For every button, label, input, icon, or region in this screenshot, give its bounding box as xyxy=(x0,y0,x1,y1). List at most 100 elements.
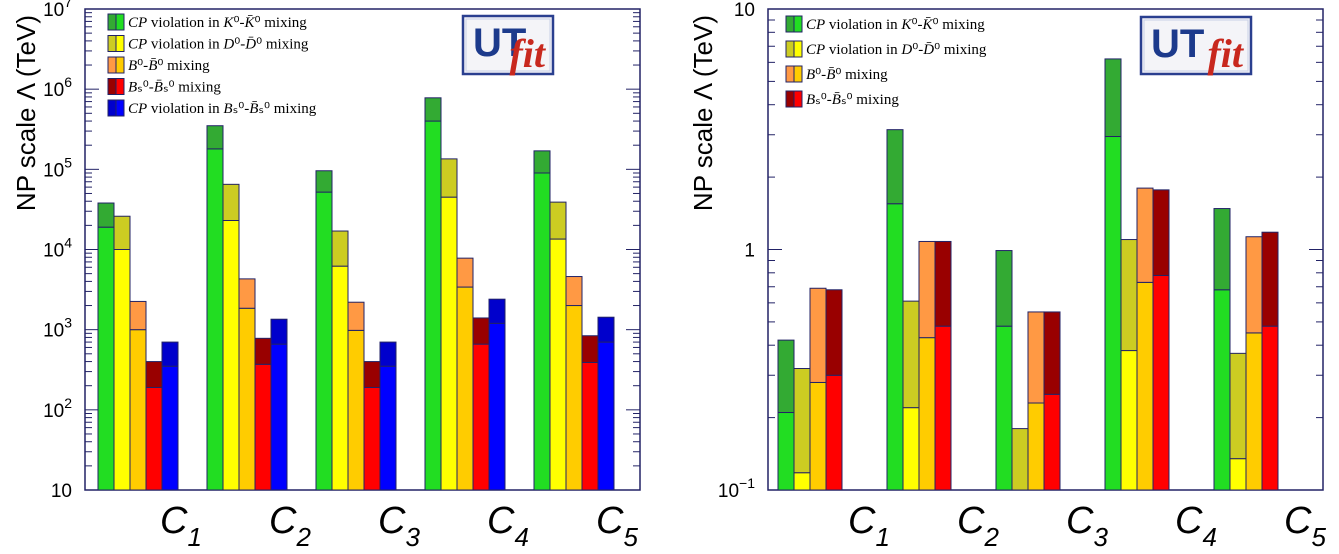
category-label: C3 xyxy=(378,500,420,552)
legend-label: CP violation in Bₛ⁰-B̄ₛ⁰ mixing xyxy=(128,101,317,117)
logo-inner-frame xyxy=(1143,19,1249,72)
category-label: C3 xyxy=(1066,500,1108,552)
bar-orange-high xyxy=(1245,236,1263,334)
bar-red-low xyxy=(254,363,272,491)
bar-red-high xyxy=(363,361,381,388)
legend-swatch-dark xyxy=(785,15,795,33)
legend-swatch-dark xyxy=(785,90,795,108)
bar-blue-high xyxy=(161,341,179,367)
y-tick-label: 10−1 xyxy=(718,475,755,502)
bar-yellow-high xyxy=(1120,239,1138,352)
bar-red-high xyxy=(825,289,843,376)
y-tick-label: 106 xyxy=(43,74,72,101)
y-tick-label: 10 xyxy=(51,481,72,502)
bar-green-high xyxy=(97,202,115,228)
bar-red-high xyxy=(581,335,599,363)
bar-green-high xyxy=(995,250,1013,327)
legend-entry: Bₛ⁰-B̄ₛ⁰ mixing xyxy=(785,90,899,108)
bar-red-high xyxy=(1261,231,1279,327)
bar-yellow-low xyxy=(1229,458,1247,491)
bar-red-low xyxy=(363,386,381,491)
legend-swatch-light xyxy=(115,13,125,31)
category-label: C4 xyxy=(487,500,529,552)
logo-text-fit: fit xyxy=(509,31,546,76)
legend-label: B⁰-B̄⁰ mixing xyxy=(806,67,888,83)
bar-orange-low xyxy=(1136,281,1154,491)
y-tick-label: 105 xyxy=(43,154,72,181)
bar-orange-low xyxy=(1245,332,1263,491)
logo-text-ut: UT xyxy=(473,21,526,65)
bar-orange-high xyxy=(129,300,147,331)
bar-red-low xyxy=(1261,325,1279,491)
bar-yellow-high xyxy=(549,201,567,240)
bar-red-high xyxy=(254,337,272,365)
logo-text-ut: UT xyxy=(1151,22,1204,66)
bar-yellow-high xyxy=(331,230,349,267)
y-tick-label: 10 xyxy=(734,0,755,21)
bar-red-low xyxy=(934,325,952,491)
bar-yellow-low xyxy=(222,220,240,491)
legend-label: CP violation in K⁰-K̄⁰ mixing xyxy=(128,15,307,31)
bar-yellow-low xyxy=(902,407,920,491)
bar-green-high xyxy=(886,129,904,205)
legend-entry: CP violation in K⁰-K̄⁰ mixing xyxy=(107,13,307,31)
bar-red-low xyxy=(145,386,163,491)
bar-green-low xyxy=(777,412,795,491)
bar-yellow-low xyxy=(113,249,131,491)
bar-red-low xyxy=(825,374,843,491)
bar-orange-low xyxy=(809,381,827,491)
bar-yellow-high xyxy=(793,368,811,474)
bar-green-high xyxy=(533,150,551,174)
bar-orange-high xyxy=(565,276,583,307)
bar-red-high xyxy=(145,361,163,388)
legend-swatch-light xyxy=(793,65,803,83)
legend-swatch-light xyxy=(115,56,125,74)
legend-swatch-dark xyxy=(107,56,117,74)
bar-red-high xyxy=(1043,311,1061,395)
bar-yellow-low xyxy=(793,472,811,491)
legend-label: B⁰-B̄⁰ mixing xyxy=(128,58,210,74)
bar-blue-low xyxy=(161,365,179,491)
bar-green-low xyxy=(995,325,1013,491)
category-label: C2 xyxy=(269,500,311,552)
bar-orange-high xyxy=(918,240,936,339)
bar-orange-low xyxy=(347,329,365,491)
legend-swatch-dark xyxy=(107,99,117,117)
chart-panel-2: 10−1 1 10 NP scale Λ (TeV) C1 C2 C3 C4 C5 CP viol… xyxy=(688,0,1326,552)
y-tick-label: 1 xyxy=(744,241,755,262)
logo-frame xyxy=(1139,15,1253,76)
bar-blue-high xyxy=(488,298,506,324)
bar-blue-low xyxy=(270,343,288,491)
bar-green-low xyxy=(886,203,904,491)
bar-orange-high xyxy=(1136,187,1154,283)
bar-green-low xyxy=(1213,289,1231,491)
bar-yellow-high xyxy=(113,215,131,250)
legend-entry: CP violation in D⁰-D̄⁰ mixing xyxy=(785,40,987,58)
legend-swatch-dark xyxy=(107,35,117,52)
category-label: C5 xyxy=(596,500,638,552)
legend-swatch-light xyxy=(793,15,803,33)
bar-orange-low xyxy=(1027,402,1045,491)
y-tick-label: 103 xyxy=(43,315,72,342)
category-label: C4 xyxy=(1175,500,1217,552)
y-tick-label: 107 xyxy=(43,0,72,21)
bar-orange-low xyxy=(565,305,583,491)
legend-entry: B⁰-B̄⁰ mixing xyxy=(107,56,210,74)
legend-entry: B⁰-B̄⁰ mixing xyxy=(785,65,888,83)
logo-frame xyxy=(461,14,555,76)
legend-swatch-light xyxy=(115,78,125,95)
bar-green-high xyxy=(777,339,795,414)
legend-entry: CP violation in Bₛ⁰-B̄ₛ⁰ mixing xyxy=(107,99,317,117)
bar-yellow-high xyxy=(1011,428,1029,491)
legend-swatch-dark xyxy=(785,65,795,83)
bar-yellow-low xyxy=(331,265,349,491)
bar-orange-low xyxy=(238,307,256,491)
legend-label: Bₛ⁰-B̄ₛ⁰ mixing xyxy=(128,80,221,96)
bar-red-low xyxy=(472,343,490,491)
bar-blue-high xyxy=(597,316,615,343)
legend-swatch-dark xyxy=(785,40,795,58)
bar-green-low xyxy=(1104,136,1122,491)
